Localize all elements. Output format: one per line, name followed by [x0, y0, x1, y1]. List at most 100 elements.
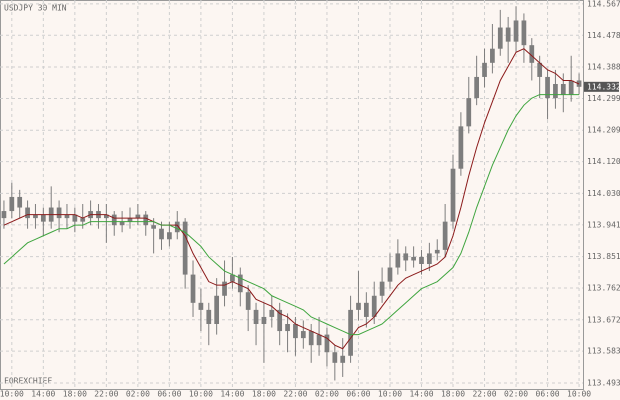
- candle-body: [356, 302, 361, 310]
- candle-body: [135, 214, 141, 219]
- candle-body: [490, 48, 495, 63]
- candle-body: [316, 334, 322, 346]
- candle-body: [25, 207, 30, 219]
- candle-body: [450, 168, 456, 222]
- candle-body: [174, 221, 180, 233]
- chart-title: USDJPY 30 MIN: [4, 4, 67, 13]
- x-tick-label: 10:00: [189, 390, 213, 399]
- candle-body: [434, 249, 440, 254]
- candle-body: [72, 214, 78, 222]
- candle-body: [214, 295, 220, 324]
- y-tick-label: 113.493: [587, 378, 620, 387]
- candle-body: [127, 218, 133, 222]
- y-tick-label: 113.583: [587, 347, 620, 356]
- candle-body: [403, 253, 409, 261]
- candle-body: [245, 292, 251, 310]
- candle-body: [206, 309, 212, 324]
- candle-body: [560, 84, 566, 95]
- x-tick-label: 22:00: [94, 390, 118, 399]
- x-tick-label: 18:00: [63, 390, 87, 399]
- x-tick-label: 06:00: [536, 390, 560, 399]
- x-tick-label: 18:00: [252, 390, 276, 399]
- y-tick-label: 114.209: [587, 126, 620, 135]
- candle-body: [379, 281, 385, 296]
- candle-body: [182, 221, 188, 275]
- candle-body: [119, 221, 125, 226]
- candle-body: [230, 274, 235, 282]
- candle-body: [363, 302, 369, 317]
- candle-body: [411, 256, 416, 261]
- candle-body: [285, 324, 290, 332]
- candle-body: [332, 352, 338, 363]
- y-tick-label: 114.478: [587, 31, 620, 40]
- candle-body: [545, 76, 550, 99]
- candle-body: [103, 214, 109, 219]
- x-tick-label: 10:00: [0, 390, 24, 399]
- candle-body: [261, 316, 267, 324]
- candle-body: [151, 225, 156, 229]
- candle-body: [529, 45, 535, 63]
- candle-body: [442, 221, 448, 250]
- candle-body: [324, 334, 330, 353]
- last-price-label: 114.332: [587, 82, 620, 91]
- candle-body: [308, 331, 314, 346]
- candle-body: [371, 295, 377, 317]
- candle-body: [474, 76, 480, 99]
- candle-body: [222, 281, 227, 296]
- candle-body: [497, 27, 503, 49]
- candle-body: [482, 62, 487, 77]
- y-tick-label: 114.030: [587, 189, 620, 198]
- candle-body: [269, 309, 275, 317]
- candle-body: [419, 256, 424, 264]
- candle-body: [33, 214, 38, 219]
- candle-body: [513, 20, 519, 42]
- candle-body: [56, 207, 62, 219]
- x-tick-label: 06:00: [346, 390, 370, 399]
- candle-body: [1, 211, 7, 219]
- candle-body: [17, 196, 23, 208]
- y-tick-label: 113.672: [587, 315, 620, 324]
- candle-body: [537, 62, 543, 77]
- candle-body: [340, 355, 346, 363]
- x-tick-label: 14:00: [220, 390, 244, 399]
- x-tick-label: 02:00: [126, 390, 150, 399]
- candle-body: [80, 218, 86, 222]
- candle-body: [427, 253, 432, 264]
- candle-body: [553, 84, 558, 99]
- moving-average-line: [3, 94, 580, 336]
- x-tick-label: 18:00: [441, 390, 465, 399]
- x-tick-label: 02:00: [504, 390, 528, 399]
- candle-body: [9, 196, 15, 212]
- candle-body: [300, 331, 306, 339]
- y-tick-label: 114.388: [587, 63, 620, 72]
- candle-body: [64, 214, 70, 219]
- candle-body: [167, 232, 172, 240]
- candle-body: [521, 20, 527, 46]
- y-tick-label: 113.851: [587, 252, 620, 261]
- moving-average-line: [3, 48, 580, 350]
- x-tick-label: 10:00: [567, 390, 591, 399]
- candle-body: [198, 302, 204, 310]
- candle-body: [293, 324, 298, 339]
- candle-body: [466, 98, 472, 127]
- y-tick-label: 113.941: [587, 220, 620, 229]
- x-tick-label: 14:00: [409, 390, 433, 399]
- candle-body: [159, 228, 164, 240]
- candle-body: [568, 80, 574, 95]
- candle-body: [143, 214, 149, 226]
- x-tick-label: 02:00: [315, 390, 339, 399]
- candle-body: [277, 309, 283, 332]
- candle-body: [458, 126, 464, 169]
- x-tick-label: 10:00: [378, 390, 402, 399]
- x-tick-label: 22:00: [472, 390, 496, 399]
- candle-body: [40, 214, 46, 222]
- y-tick-label: 113.762: [587, 284, 620, 293]
- candle-body: [387, 267, 393, 282]
- candle-body: [505, 27, 511, 42]
- x-tick-label: 22:00: [283, 390, 307, 399]
- y-tick-label: 114.567: [587, 0, 620, 8]
- plot-frame: [0, 0, 584, 390]
- candle-body: [253, 309, 259, 324]
- candle-body: [111, 214, 117, 226]
